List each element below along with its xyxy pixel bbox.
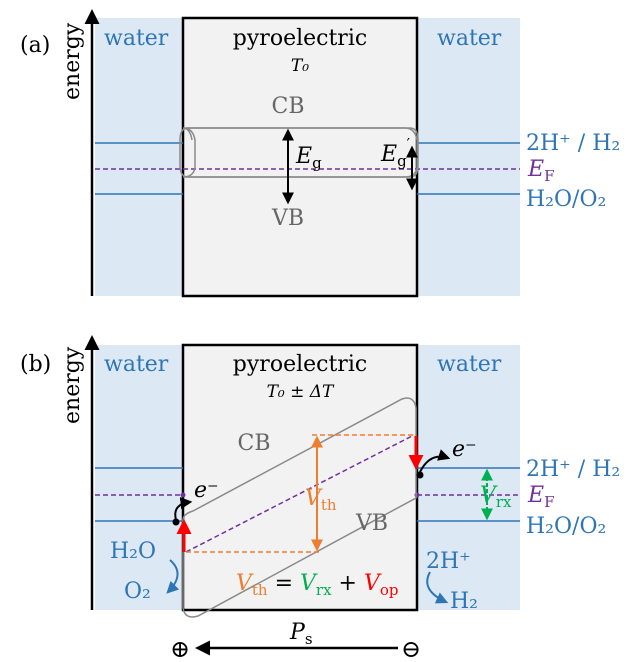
- reaction-arrow-right: [426, 571, 449, 604]
- eq-vop: V: [364, 571, 382, 596]
- fermi-subscript: F: [544, 167, 554, 185]
- eq-vth-sub: th: [252, 581, 268, 599]
- o2-level-label: H₂O/O₂: [526, 514, 606, 539]
- gap-prime-subscript: g: [397, 152, 407, 170]
- eq-vrx-sub: rx: [316, 581, 332, 599]
- gap-prime-symbol: E: [380, 142, 397, 167]
- water-left-region: [95, 345, 183, 610]
- eq-vth: V: [236, 571, 254, 596]
- water-left-label: water: [104, 26, 169, 51]
- product-left-label: O₂: [124, 579, 151, 604]
- electron-left-label: e⁻: [194, 478, 219, 503]
- reaction-arrow-left: [166, 559, 180, 594]
- o2-level-label: H₂O/O₂: [526, 187, 606, 212]
- water-left-label: water: [104, 352, 169, 377]
- water-right-label: water: [437, 352, 502, 377]
- fermi-subscript: F: [544, 493, 554, 511]
- fermi-level-label: EF: [527, 157, 554, 185]
- vth-label: Vth: [305, 486, 337, 514]
- fermi-symbol: E: [527, 483, 544, 508]
- cb-label: CB: [272, 94, 305, 119]
- water-left-region: [95, 18, 183, 296]
- h2-level-label: 2H⁺ / H₂: [526, 131, 620, 156]
- eq-vrx: V: [300, 571, 318, 596]
- h2-level-label: 2H⁺ / H₂: [526, 457, 620, 482]
- fermi-level-label: EF: [527, 483, 554, 511]
- vrx-label: Vrx: [480, 483, 512, 511]
- electron-arrow-left: [174, 497, 193, 521]
- eq-vop-sub: op: [380, 581, 399, 599]
- polarization-label: Ps: [289, 620, 313, 648]
- band-outline: [182, 127, 418, 178]
- panel-label: (a): [20, 33, 50, 58]
- water-right-region: [417, 18, 520, 296]
- reactant-left-label: H₂O: [110, 539, 156, 564]
- energy-axis-label: energy: [60, 346, 85, 424]
- water-right-label: water: [437, 26, 502, 51]
- polarization-symbol: P: [289, 620, 306, 645]
- electron-right-label: e⁻: [452, 437, 477, 462]
- cb-label: CB: [238, 431, 271, 456]
- pyroelectric-box: [181, 343, 419, 612]
- material-label: pyroelectric: [233, 352, 367, 377]
- temperature-label: T₀ ± ΔT: [267, 382, 335, 402]
- vb-label: VB: [271, 206, 304, 231]
- reactant-right-label: 2H⁺: [426, 549, 471, 574]
- panel-label: (b): [20, 352, 51, 377]
- vrx-subscript: rx: [496, 493, 512, 511]
- pyroelectric-box: [181, 16, 419, 298]
- panel-b: (b) energy water water pyroelectric T₀ ±…: [20, 335, 620, 618]
- electron-arrow-right: [419, 449, 451, 473]
- tilted-fermi-level: [185, 434, 415, 553]
- gap-label: Eg: [295, 144, 322, 172]
- polarization-subscript: s: [305, 630, 313, 648]
- electron-dot-right: [416, 471, 424, 479]
- fermi-dot-left: [180, 492, 186, 498]
- gap-symbol: E: [295, 144, 312, 169]
- product-right-label: H₂: [450, 589, 478, 614]
- polarization-minus: ⊖: [401, 635, 421, 662]
- polarization-indicator: ⊕ ⊖ Ps: [170, 620, 421, 662]
- electron-dot-left: [172, 518, 180, 526]
- tilted-band-outline: [182, 397, 417, 618]
- eq-equals: =: [268, 571, 300, 596]
- polarization-plus: ⊕: [170, 635, 190, 662]
- material-label: pyroelectric: [233, 26, 367, 51]
- vth-symbol: V: [305, 486, 323, 511]
- equation-label: Vth = Vrx + Vop: [236, 571, 399, 599]
- water-right-region: [417, 345, 520, 610]
- temperature-label: T₀: [291, 56, 309, 76]
- gap-prime-mark: ′: [407, 135, 411, 153]
- eq-plus: +: [332, 571, 364, 596]
- gap-subscript: g: [312, 154, 322, 172]
- vrx-symbol: V: [480, 483, 498, 508]
- panel-a: (a) energy water water pyroelectric T₀ C…: [20, 9, 620, 298]
- fermi-symbol: E: [527, 157, 544, 182]
- energy-axis-label: energy: [60, 22, 85, 100]
- gap-prime-label: Eg′: [380, 135, 411, 170]
- vb-label: VB: [355, 511, 388, 536]
- vth-subscript: th: [321, 496, 337, 514]
